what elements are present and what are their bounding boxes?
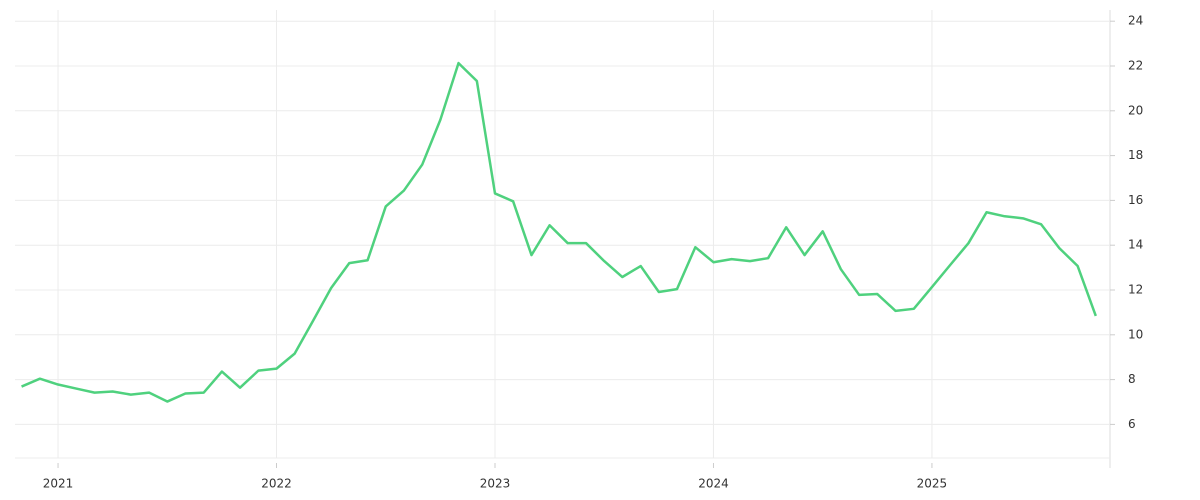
x-tick-label: 2025 xyxy=(917,477,948,491)
x-tick-label: 2024 xyxy=(698,477,729,491)
y-tick-label: 8 xyxy=(1128,372,1136,386)
x-tick-label: 2022 xyxy=(261,477,292,491)
y-tick-label: 22 xyxy=(1128,59,1143,73)
y-tick-label: 6 xyxy=(1128,417,1136,431)
y-tick-label: 12 xyxy=(1128,283,1143,297)
x-tick-label: 2023 xyxy=(480,477,511,491)
x-tick-label: 2021 xyxy=(43,477,74,491)
y-tick-label: 24 xyxy=(1128,14,1143,28)
y-tick-label: 16 xyxy=(1128,193,1143,207)
y-tick-label: 20 xyxy=(1128,103,1143,117)
line xyxy=(21,61,1097,403)
y-tick-label: 18 xyxy=(1128,148,1143,162)
y-tick-label: 10 xyxy=(1128,327,1143,341)
y-tick-label: 14 xyxy=(1128,238,1143,252)
